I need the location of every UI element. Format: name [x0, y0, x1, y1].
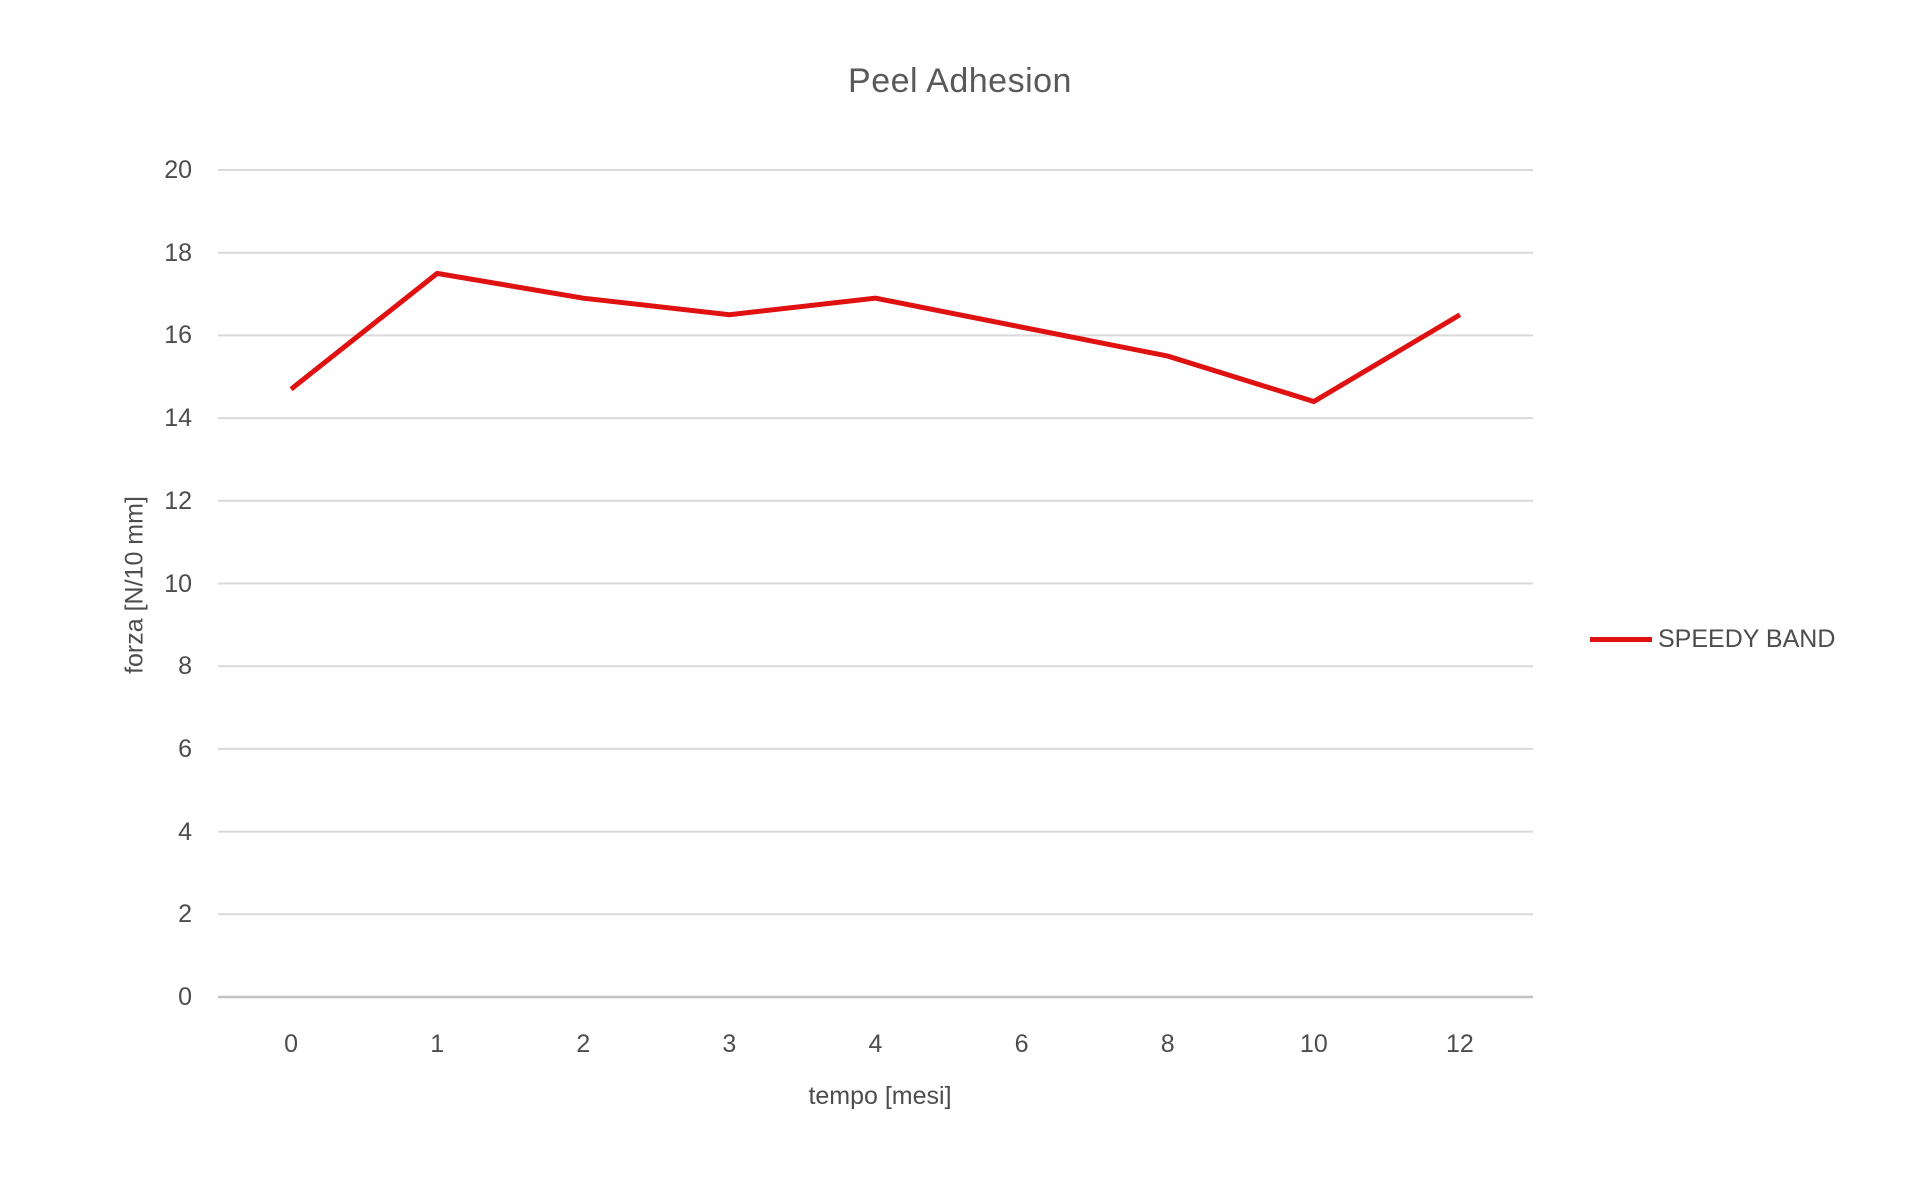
x-tick-label: 6 [1014, 1030, 1029, 1058]
x-tick-label: 0 [284, 1030, 298, 1058]
x-tick-label: 10 [1299, 1030, 1328, 1058]
y-axis-title: forza [N/10 mm] [120, 496, 149, 674]
y-tick-label: 8 [178, 652, 192, 681]
y-tick-label: 2 [178, 900, 192, 929]
y-tick-label: 10 [164, 569, 192, 598]
y-tick-label: 18 [164, 238, 192, 267]
y-tick-label: 6 [178, 734, 192, 763]
x-tick-label: 1 [430, 1030, 445, 1058]
legend: SPEEDY BAND [1590, 624, 1835, 654]
y-tick-label: 14 [164, 404, 192, 433]
x-tick-label: 3 [722, 1030, 737, 1058]
chart-title: Peel Adhesion [848, 62, 1072, 100]
x-tick-label: 8 [1160, 1030, 1175, 1058]
y-tick-label: 0 [178, 983, 192, 1011]
y-tick-label: 4 [178, 817, 192, 846]
y-tick-label: 12 [164, 486, 192, 515]
x-tick-label: 12 [1446, 1030, 1474, 1058]
x-tick-label: 2 [576, 1030, 591, 1058]
series-line [289, 270, 1462, 405]
x-tick-label: 4 [868, 1030, 883, 1058]
legend-series-label: SPEEDY BAND [1658, 624, 1836, 653]
y-tick-label: 16 [164, 321, 192, 350]
legend-line-swatch [1590, 636, 1652, 642]
y-tick-label: 20 [164, 156, 192, 184]
x-axis-title: tempo [mesi] [808, 1082, 952, 1110]
